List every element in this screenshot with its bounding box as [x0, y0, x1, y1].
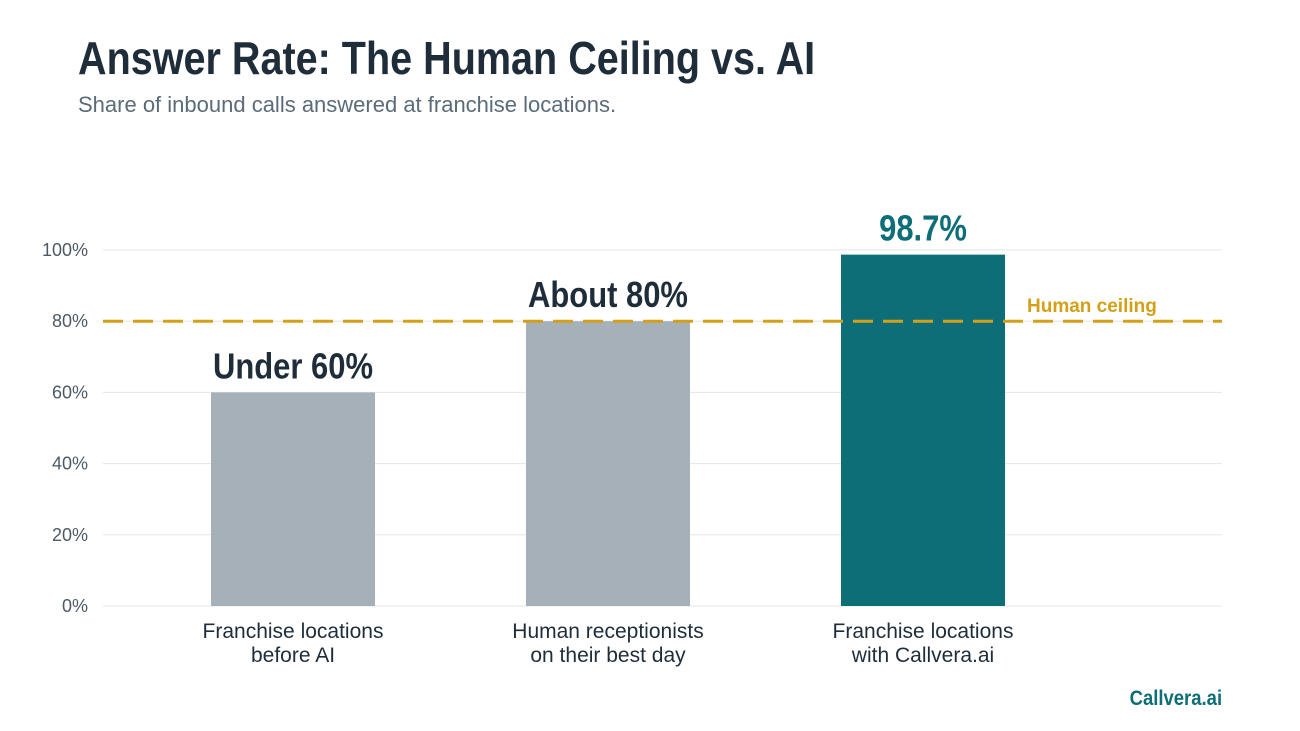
data-label: About 80% — [528, 276, 688, 316]
human-ceiling-label: Human ceiling — [1027, 296, 1157, 317]
data-labels: Under 60% About 80% 98.7% — [213, 210, 967, 387]
data-label: Under 60% — [213, 347, 373, 387]
bars — [211, 254, 1005, 607]
bar — [211, 392, 375, 606]
y-tick-label: 60% — [52, 382, 88, 402]
data-label: 98.7% — [879, 210, 967, 250]
x-category-label: Franchise locations — [833, 620, 1014, 643]
x-category-label: on their best day — [530, 644, 686, 667]
x-category-label: before AI — [251, 644, 335, 667]
y-tick-label: 20% — [52, 525, 88, 545]
x-category-label: Franchise locations — [203, 620, 384, 643]
y-tick-label: 100% — [42, 240, 88, 260]
y-tick-label: 40% — [52, 454, 88, 474]
bar — [526, 321, 690, 606]
brand-logo-text: Callvera.ai — [1129, 687, 1222, 710]
chart-subtitle: Share of inbound calls answered at franc… — [78, 92, 617, 117]
reference-line-group: Human ceiling — [103, 296, 1222, 323]
x-category-label: Human receptionists — [512, 620, 703, 643]
y-tick-label: 80% — [52, 311, 88, 331]
y-tick-label: 0% — [62, 596, 88, 616]
chart-title: Answer Rate: The Human Ceiling vs. AI — [78, 32, 816, 84]
x-category-label: with Callvera.ai — [851, 644, 994, 667]
bar — [841, 254, 1005, 607]
y-axis-ticks: 0% 20% 40% 60% 80% 100% — [42, 240, 88, 616]
